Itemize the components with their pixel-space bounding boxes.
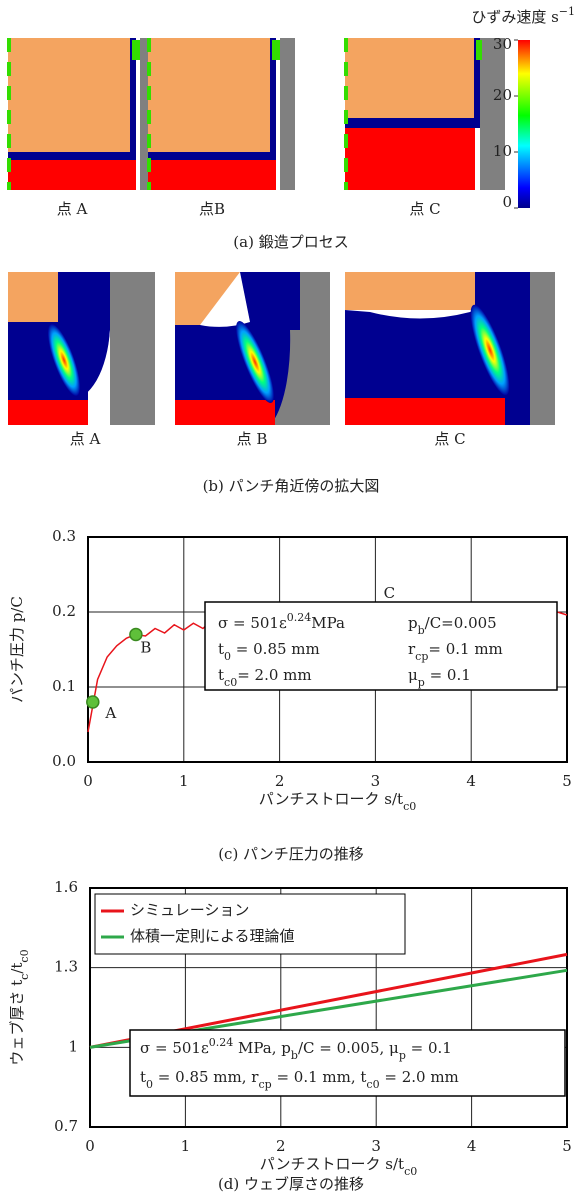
legend-label: シミュレーション bbox=[130, 901, 249, 919]
image-label: 点 B bbox=[237, 430, 268, 448]
text-part: −1 bbox=[559, 5, 575, 18]
point-label: C bbox=[384, 584, 395, 602]
y-tick-label: 0.2 bbox=[52, 602, 76, 620]
x-tick-label: 3 bbox=[371, 1137, 381, 1155]
text-part: 0.24 bbox=[287, 611, 312, 624]
y-axis-label: ウェブ厚さ tc/tc0 bbox=[8, 949, 31, 1065]
colorbar-title: ひずみ速度 s−1 bbox=[471, 5, 575, 27]
panel-caption: (b) パンチ角近傍の拡大図 bbox=[203, 477, 380, 495]
text-part: 0 bbox=[146, 1078, 153, 1091]
x-tick-label: 3 bbox=[371, 772, 381, 790]
text-part: = 0.85 mm bbox=[231, 640, 320, 658]
text-part: p bbox=[399, 1049, 406, 1062]
x-tick-label: 2 bbox=[275, 772, 285, 790]
annotation-text: σ = 501ε0.24MPa bbox=[218, 611, 345, 633]
text-part: ウェブ厚さ t bbox=[8, 980, 26, 1066]
x-tick-label: 2 bbox=[276, 1137, 286, 1155]
text-part: = 2.0 mm bbox=[237, 666, 311, 684]
sim-image-b1 bbox=[8, 272, 165, 425]
y-tick-label: 1 bbox=[68, 1037, 78, 1055]
x-tick-label: 0 bbox=[85, 1137, 95, 1155]
text-part: b bbox=[291, 1049, 298, 1062]
image-label: 点 A bbox=[70, 430, 101, 448]
point-label: B bbox=[140, 639, 151, 657]
text-part: c0 bbox=[366, 1078, 379, 1091]
image-label: 点 A bbox=[57, 200, 88, 218]
x-tick-label: 5 bbox=[562, 772, 572, 790]
text-part: 0 bbox=[224, 650, 231, 663]
text-part: /C=0.005 bbox=[425, 614, 497, 632]
colorbar-tick-label: 20 bbox=[493, 86, 512, 104]
image-label: 点 C bbox=[409, 200, 440, 218]
sim-image-b2 bbox=[175, 272, 330, 425]
colorbar bbox=[518, 40, 530, 208]
colorbar-tick-label: 0 bbox=[502, 193, 512, 211]
text-part: ひずみ速度 s bbox=[471, 8, 558, 26]
x-tick-label: 0 bbox=[83, 772, 93, 790]
text-part: = 0.1 mm bbox=[428, 640, 502, 658]
y-tick-label: 1.6 bbox=[54, 878, 78, 896]
text-part: = 0.1 bbox=[425, 666, 471, 684]
text-part: c0 bbox=[403, 800, 416, 813]
text-part: MPa bbox=[311, 614, 345, 632]
text-part: = 0.85 mm, r bbox=[153, 1068, 259, 1086]
x-tick-label: 4 bbox=[466, 772, 476, 790]
colorbar-tick-label: 10 bbox=[493, 142, 512, 160]
text-part: σ = 501ε bbox=[218, 614, 287, 632]
sim-image-b3 bbox=[345, 272, 555, 425]
text-part: MPa, p bbox=[233, 1039, 291, 1057]
image-label: 点B bbox=[199, 200, 225, 218]
panel-caption: (a) 鍛造プロセス bbox=[233, 233, 348, 251]
y-tick-label: 0.7 bbox=[54, 1117, 78, 1135]
text-part: パンチストローク s/t bbox=[259, 790, 403, 808]
text-part: /C = 0.005, μ bbox=[298, 1039, 399, 1057]
legend-label: 体積一定則による理論値 bbox=[130, 927, 295, 945]
figure: 点 A点B点 C(a) 鍛造プロセス点 A点 B点 C(b) パンチ角近傍の拡大… bbox=[0, 0, 582, 1203]
text-part: cp bbox=[415, 650, 428, 663]
text-part: /t bbox=[8, 963, 26, 974]
text-part: c0 bbox=[18, 949, 31, 962]
image-label: 点 C bbox=[434, 430, 465, 448]
text-part: σ = 501ε bbox=[140, 1039, 209, 1057]
text-part: p bbox=[408, 614, 418, 632]
y-tick-label: 1.3 bbox=[54, 958, 78, 976]
y-tick-label: 0.3 bbox=[52, 527, 76, 545]
text-part: cp bbox=[258, 1078, 271, 1091]
text-part: c0 bbox=[404, 1165, 417, 1178]
point-label: A bbox=[104, 704, 116, 722]
x-tick-label: 5 bbox=[562, 1137, 572, 1155]
text-part: p bbox=[418, 676, 425, 689]
sim-image-a1 bbox=[8, 38, 155, 190]
text-part: = 0.1 bbox=[406, 1039, 452, 1057]
text-part: c0 bbox=[224, 676, 237, 689]
sim-image-a2 bbox=[148, 38, 295, 190]
x-tick-label: 1 bbox=[181, 1137, 191, 1155]
y-tick-label: 0.0 bbox=[52, 752, 76, 770]
text-part: b bbox=[418, 624, 425, 637]
chart-caption: (c) パンチ圧力の推移 bbox=[218, 845, 364, 863]
y-tick-label: 0.1 bbox=[52, 677, 76, 695]
colorbar-tick-label: 30 bbox=[493, 35, 512, 53]
text-part: 0.24 bbox=[209, 1036, 234, 1049]
chart-caption: (d) ウェブ厚さの推移 bbox=[218, 1175, 364, 1193]
text-part: = 2.0 mm bbox=[380, 1068, 459, 1086]
text-part: パンチストローク s/t bbox=[260, 1155, 404, 1173]
x-tick-label: 1 bbox=[179, 772, 189, 790]
text-part: μ bbox=[408, 666, 418, 684]
point-marker bbox=[87, 696, 99, 708]
y-axis-label: パンチ圧力 p/C bbox=[8, 596, 26, 703]
x-axis-label: パンチストローク s/tc0 bbox=[259, 790, 416, 813]
sim-image-a3 bbox=[345, 38, 505, 190]
text-part: = 0.1 mm, t bbox=[272, 1068, 367, 1086]
x-tick-label: 4 bbox=[467, 1137, 477, 1155]
